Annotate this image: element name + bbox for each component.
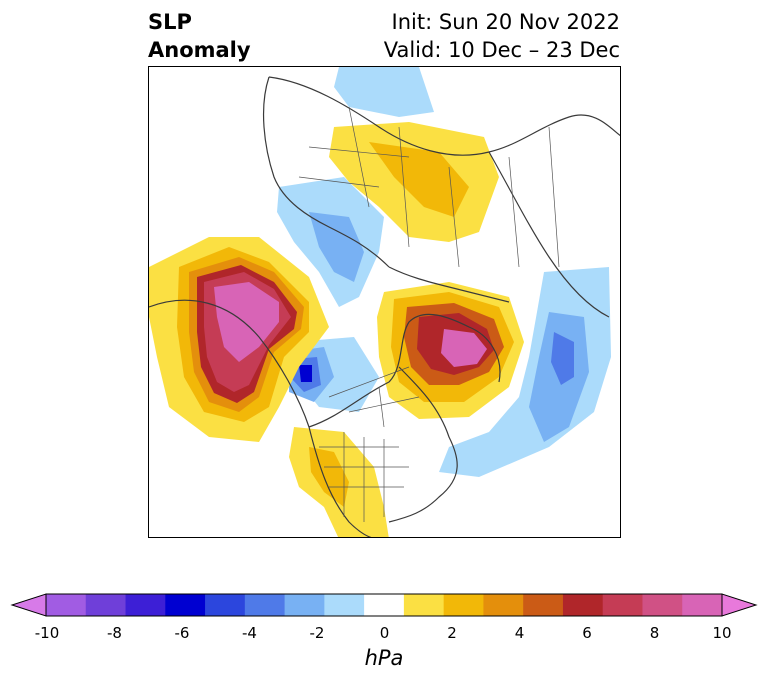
colorbar-cell bbox=[443, 594, 484, 616]
colorbar-tick-label: 8 bbox=[649, 624, 660, 642]
anomaly-low-east-deep bbox=[551, 332, 574, 385]
colorbar-cell bbox=[682, 594, 723, 616]
colorbar-cell bbox=[85, 594, 127, 616]
negative-anomaly-fill bbox=[277, 67, 611, 477]
colorbar-border bbox=[45, 593, 723, 617]
siberia-high-inner bbox=[369, 142, 469, 217]
valid-range-label: Valid: 10 Dec – 23 Dec bbox=[383, 38, 620, 62]
colorbar-tick-label: -2 bbox=[309, 624, 325, 642]
colorbar-cell bbox=[642, 594, 683, 616]
colorbar-extend-high bbox=[721, 593, 758, 617]
slp-anomaly-map bbox=[148, 66, 621, 538]
greenland-high-core bbox=[441, 329, 487, 367]
colorbar-tick-label: 6 bbox=[582, 624, 592, 642]
colorbar-tick-label: -4 bbox=[242, 624, 257, 642]
us-high-fill bbox=[289, 427, 389, 537]
colorbar-cell bbox=[165, 594, 206, 616]
colorbar-cell bbox=[523, 594, 564, 616]
colorbar-cell bbox=[46, 594, 87, 616]
coastlines bbox=[149, 76, 620, 537]
colorbar-cell bbox=[403, 594, 445, 616]
colorbar-tick-label: -6 bbox=[174, 624, 190, 642]
colorbar-cell bbox=[364, 594, 405, 616]
greenland-high-fill bbox=[377, 282, 524, 419]
siberia-high-fill bbox=[329, 122, 499, 242]
pacific-high-fill bbox=[149, 237, 329, 442]
colorbar-tick-label: 2 bbox=[447, 624, 457, 642]
title-line-2: Anomaly bbox=[148, 38, 251, 62]
colorbar-unit-label: hPa bbox=[364, 646, 404, 670]
colorbar bbox=[10, 593, 758, 617]
colorbar-cell bbox=[125, 594, 166, 616]
colorbar-tick-label: 4 bbox=[514, 624, 525, 642]
init-date-label: Init: Sun 20 Nov 2022 bbox=[391, 10, 620, 34]
colorbar-cell bbox=[284, 594, 325, 616]
colorbar-cell bbox=[562, 594, 604, 616]
borders bbox=[298, 106, 560, 522]
colorbar-tick-label: 10 bbox=[712, 624, 732, 642]
anomaly-low-north-light bbox=[334, 67, 434, 117]
colorbar-cell bbox=[244, 594, 286, 616]
colorbar-cell bbox=[602, 594, 643, 616]
colorbar-extend-low bbox=[10, 593, 47, 617]
map-canvas bbox=[149, 67, 620, 537]
anomaly-low-pacific-core bbox=[299, 365, 312, 382]
colorbar-tick-label: -8 bbox=[107, 624, 122, 642]
colorbar-tick-label: 0 bbox=[379, 624, 390, 642]
colorbar-tick-label: -10 bbox=[34, 624, 60, 642]
colorbar-cell bbox=[483, 594, 524, 616]
title-line-1: SLP bbox=[148, 10, 192, 34]
colorbar-cell bbox=[324, 594, 365, 616]
forecast-dates: Init: Sun 20 Nov 2022 Valid: 10 Dec – 23… bbox=[384, 8, 620, 64]
anomaly-low-central-mid bbox=[309, 212, 364, 282]
map-title: SLP Anomaly bbox=[148, 8, 251, 64]
colorbar-cell bbox=[205, 594, 246, 616]
